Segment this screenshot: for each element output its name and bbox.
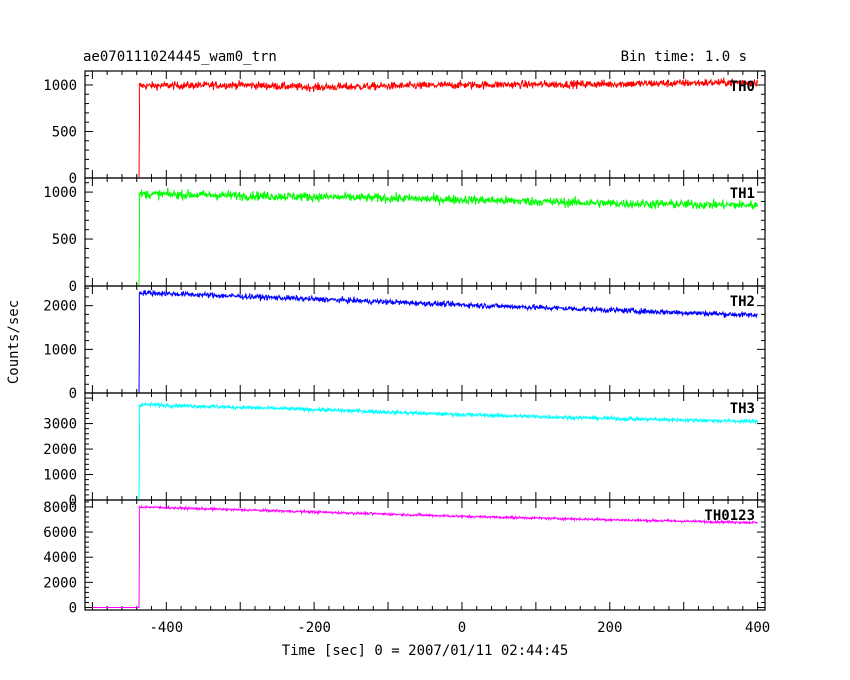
series-line-th0123 <box>92 504 758 608</box>
y-tick-label-th0: 500 <box>52 124 77 140</box>
y-tick-label-th1: 1000 <box>43 185 77 201</box>
y-tick-label-th0123: 2000 <box>43 575 77 591</box>
y-tick-label-th2: 1000 <box>43 342 77 358</box>
series-line-th1 <box>92 187 758 287</box>
y-axis-label: Counts/sec <box>6 300 22 384</box>
y-tick-label-th0: 0 <box>69 171 77 187</box>
y-tick-label-th0123: 8000 <box>43 500 77 516</box>
y-tick-label-th3: 2000 <box>43 442 77 458</box>
panel-frame-th0123 <box>84 499 766 611</box>
y-tick-label-th2: 2000 <box>43 299 77 315</box>
y-tick-label-th1: 0 <box>69 279 77 295</box>
panel-label-th1: TH1 <box>730 186 755 202</box>
y-tick-label-th3: 0 <box>69 493 77 509</box>
panel-frame-th0 <box>84 70 766 179</box>
panel-label-th0: TH0 <box>730 79 755 95</box>
y-tick-label-th3: 1000 <box>43 468 77 484</box>
panel-label-th2: TH2 <box>730 294 755 310</box>
panel-label-th3: TH3 <box>730 401 755 417</box>
y-tick-label-th0: 1000 <box>43 78 77 94</box>
x-tick-label: 0 <box>458 620 466 636</box>
y-tick-label-th0123: 0 <box>69 600 77 616</box>
x-tick-label: 200 <box>597 620 622 636</box>
x-axis-label: Time [sec] 0 = 2007/01/11 02:44:45 <box>282 643 569 659</box>
panel-frame-th3 <box>84 392 766 501</box>
y-tick-label-th3: 3000 <box>43 417 77 433</box>
y-tick-label-th0123: 4000 <box>43 550 77 566</box>
panel-label-th0123: TH0123 <box>704 508 755 524</box>
x-tick-label: 400 <box>745 620 770 636</box>
series-line-th0 <box>92 77 758 179</box>
bin-time-label: Bin time: 1.0 s <box>621 49 747 65</box>
x-tick-label: -200 <box>297 620 331 636</box>
y-tick-label-th0123: 6000 <box>43 525 77 541</box>
panel-frame-th1 <box>84 177 766 287</box>
chart-title: ae070111024445_wam0_trn <box>83 49 277 65</box>
y-tick-label-th2: 0 <box>69 386 77 402</box>
y-tick-label-th1: 500 <box>52 232 77 248</box>
x-tick-label: -400 <box>149 620 183 636</box>
series-line-th2 <box>92 289 758 394</box>
series-line-th3 <box>92 401 758 501</box>
